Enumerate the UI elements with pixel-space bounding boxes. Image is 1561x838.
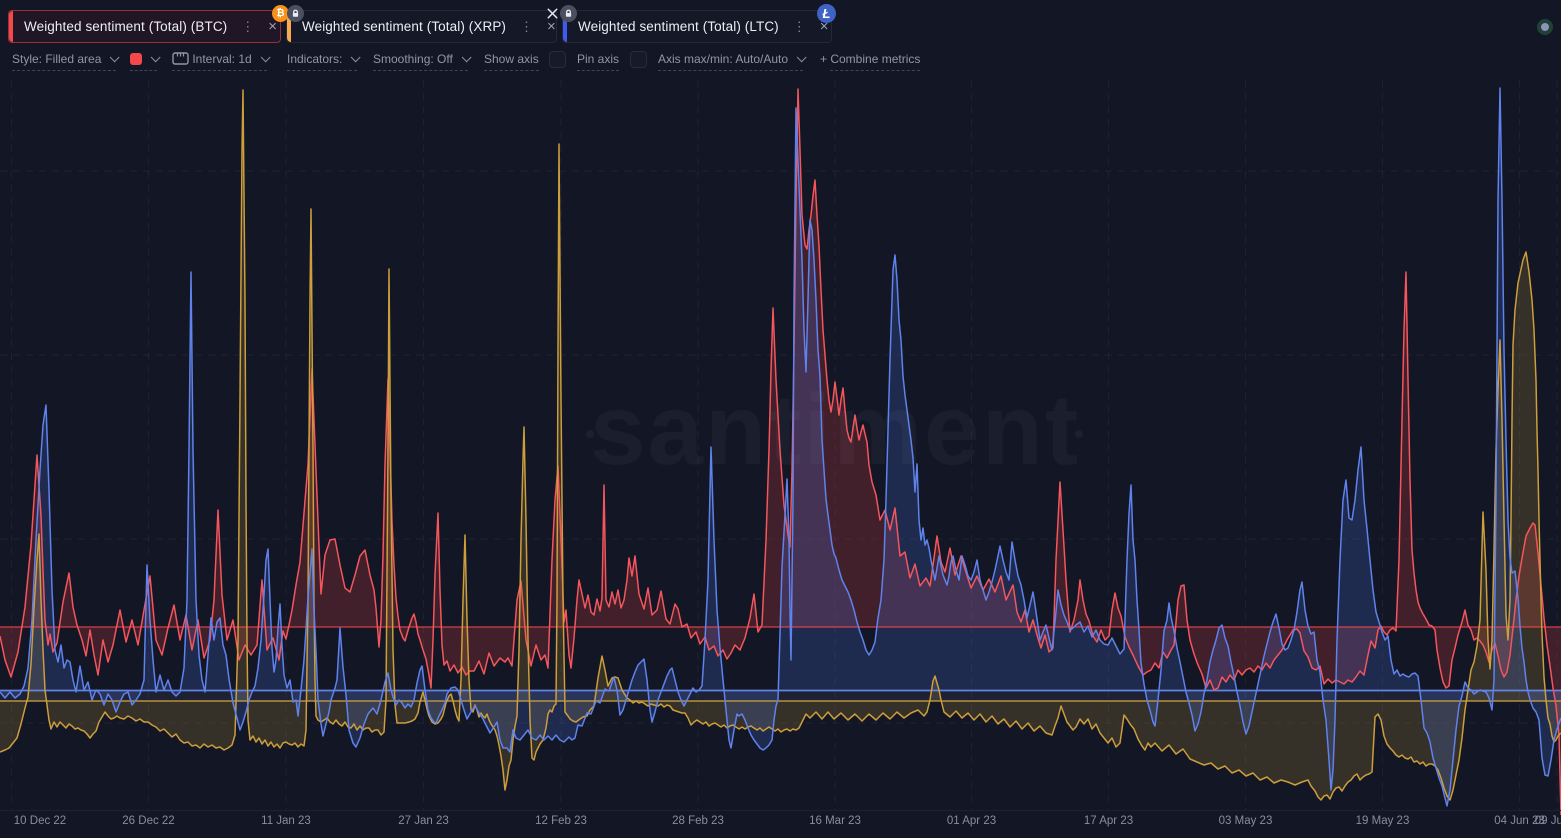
svg-text:10 Dec 22: 10 Dec 22 bbox=[14, 815, 66, 827]
svg-text:04 Jun 23: 04 Jun 23 bbox=[1494, 815, 1545, 827]
svg-text:27 Jan 23: 27 Jan 23 bbox=[398, 815, 449, 827]
svg-text:17 Apr 23: 17 Apr 23 bbox=[1084, 815, 1133, 827]
svg-text:12 Feb 23: 12 Feb 23 bbox=[535, 815, 587, 827]
svg-text:11 Jan 23: 11 Jan 23 bbox=[261, 815, 311, 827]
svg-text:01 Apr 23: 01 Apr 23 bbox=[947, 815, 996, 827]
svg-text:26 Dec 22: 26 Dec 22 bbox=[122, 815, 174, 827]
svg-text:03 May 23: 03 May 23 bbox=[1219, 815, 1273, 827]
svg-text:28 Feb 23: 28 Feb 23 bbox=[672, 815, 724, 827]
svg-text:09 Jun 23: 09 Jun 23 bbox=[1535, 815, 1561, 827]
svg-text:19 May 23: 19 May 23 bbox=[1356, 815, 1410, 827]
svg-text:16 Mar 23: 16 Mar 23 bbox=[809, 815, 861, 827]
